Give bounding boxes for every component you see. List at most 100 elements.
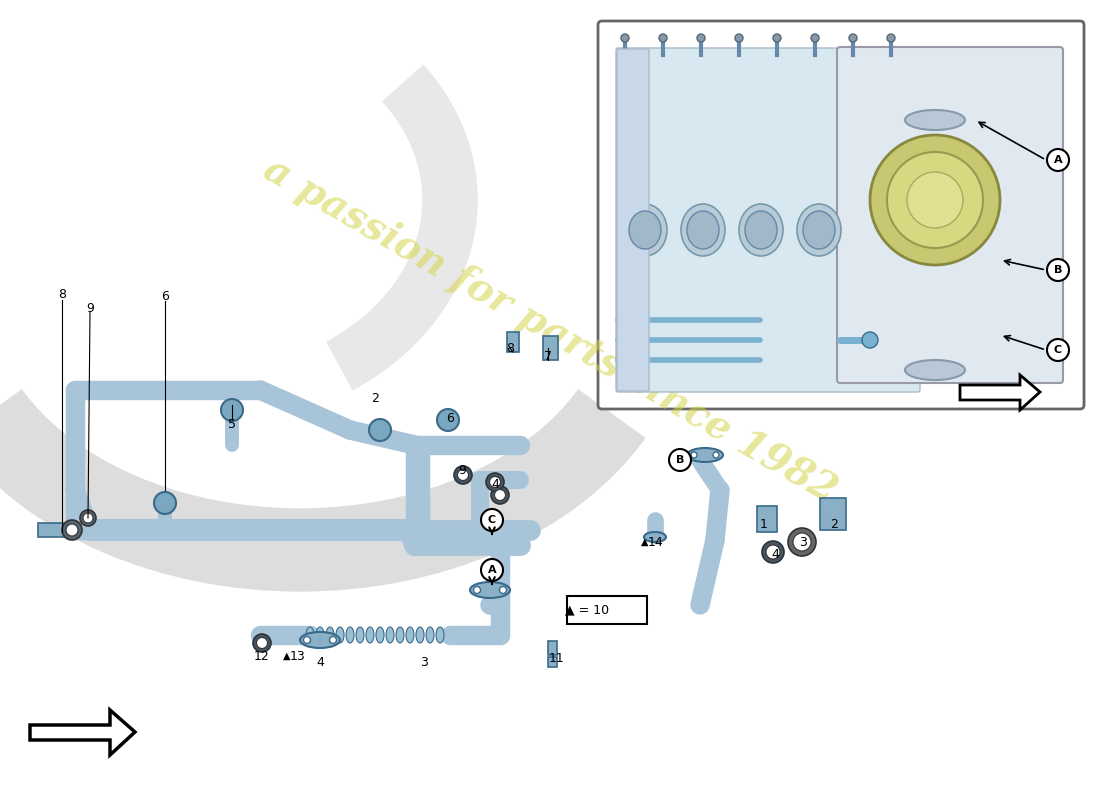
Circle shape — [82, 513, 94, 523]
Circle shape — [437, 409, 459, 431]
Text: 13: 13 — [290, 650, 306, 662]
Circle shape — [788, 528, 816, 556]
Ellipse shape — [326, 627, 334, 643]
Circle shape — [691, 452, 697, 458]
Circle shape — [887, 34, 895, 42]
Circle shape — [793, 533, 811, 551]
Circle shape — [491, 486, 509, 504]
Circle shape — [368, 419, 390, 441]
Ellipse shape — [406, 627, 414, 643]
Ellipse shape — [300, 632, 340, 648]
Ellipse shape — [366, 627, 374, 643]
Text: 12: 12 — [254, 650, 270, 662]
Ellipse shape — [426, 627, 434, 643]
Ellipse shape — [356, 627, 364, 643]
Text: 2: 2 — [371, 391, 378, 405]
Text: 2: 2 — [830, 518, 838, 530]
Ellipse shape — [306, 627, 313, 643]
Bar — [820, 498, 846, 530]
Circle shape — [473, 586, 481, 594]
Circle shape — [887, 152, 983, 248]
Text: 9: 9 — [458, 463, 466, 477]
Text: B: B — [1054, 265, 1063, 275]
Ellipse shape — [376, 627, 384, 643]
Circle shape — [621, 34, 629, 42]
Circle shape — [62, 520, 82, 540]
Ellipse shape — [688, 448, 723, 462]
Circle shape — [458, 470, 469, 481]
Ellipse shape — [739, 204, 783, 256]
Ellipse shape — [798, 204, 842, 256]
Bar — [39, 523, 66, 537]
Text: C: C — [488, 515, 496, 525]
Bar — [548, 641, 557, 655]
Circle shape — [330, 637, 337, 643]
Text: 4: 4 — [771, 549, 779, 562]
Text: 8: 8 — [506, 342, 514, 354]
Text: A: A — [1054, 155, 1063, 165]
Ellipse shape — [336, 627, 344, 643]
FancyBboxPatch shape — [616, 48, 920, 392]
Circle shape — [481, 559, 503, 581]
Ellipse shape — [470, 582, 510, 598]
Circle shape — [66, 524, 78, 536]
Ellipse shape — [316, 627, 324, 643]
Ellipse shape — [629, 211, 661, 249]
Bar — [548, 657, 557, 667]
Ellipse shape — [745, 211, 777, 249]
Circle shape — [908, 172, 962, 228]
Polygon shape — [30, 710, 135, 755]
FancyBboxPatch shape — [617, 49, 649, 391]
Circle shape — [221, 399, 243, 421]
Circle shape — [154, 492, 176, 514]
Circle shape — [735, 34, 743, 42]
Text: 8: 8 — [58, 289, 66, 302]
Text: ▲: ▲ — [284, 651, 290, 661]
Circle shape — [762, 541, 784, 563]
Bar — [507, 332, 519, 352]
Ellipse shape — [623, 204, 667, 256]
Ellipse shape — [436, 627, 444, 643]
Ellipse shape — [905, 360, 965, 380]
Text: ▲ = 10: ▲ = 10 — [565, 603, 609, 617]
Ellipse shape — [803, 211, 835, 249]
Bar — [757, 506, 777, 532]
Ellipse shape — [396, 627, 404, 643]
Circle shape — [481, 509, 503, 531]
Circle shape — [1047, 339, 1069, 361]
Ellipse shape — [681, 204, 725, 256]
Text: 14: 14 — [648, 535, 664, 549]
Ellipse shape — [386, 627, 394, 643]
Circle shape — [669, 449, 691, 471]
Circle shape — [862, 332, 878, 348]
Bar — [543, 336, 558, 360]
Circle shape — [454, 466, 472, 484]
Bar — [566, 596, 647, 624]
Text: 6: 6 — [447, 411, 454, 425]
Text: 3: 3 — [799, 537, 807, 550]
Circle shape — [773, 34, 781, 42]
Ellipse shape — [905, 110, 965, 130]
FancyBboxPatch shape — [837, 47, 1063, 383]
Text: B: B — [675, 455, 684, 465]
Text: 5: 5 — [228, 418, 236, 431]
Circle shape — [495, 490, 506, 501]
Text: C: C — [1054, 345, 1063, 355]
Text: 4: 4 — [491, 478, 499, 491]
Circle shape — [849, 34, 857, 42]
Circle shape — [1047, 149, 1069, 171]
Circle shape — [499, 586, 506, 594]
Text: ▲: ▲ — [641, 537, 649, 547]
Text: 6: 6 — [161, 290, 169, 303]
Circle shape — [713, 452, 719, 458]
Polygon shape — [960, 375, 1040, 410]
Circle shape — [659, 34, 667, 42]
Text: 3: 3 — [420, 657, 428, 670]
Circle shape — [870, 135, 1000, 265]
Circle shape — [766, 545, 780, 559]
Text: A: A — [487, 565, 496, 575]
Ellipse shape — [416, 627, 424, 643]
Circle shape — [697, 34, 705, 42]
Ellipse shape — [644, 532, 666, 542]
Circle shape — [1047, 259, 1069, 281]
